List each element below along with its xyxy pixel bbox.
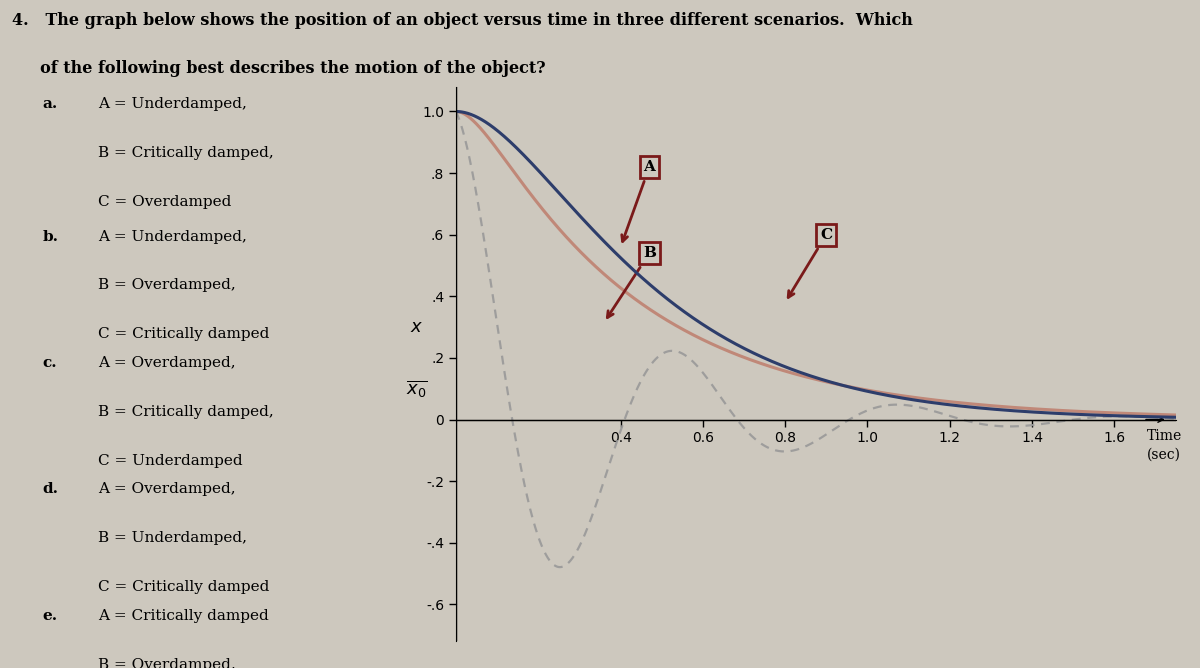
Text: C = Overdamped: C = Overdamped [98,195,232,209]
Text: 4.   The graph below shows the position of an object versus time in three differ: 4. The graph below shows the position of… [12,12,913,29]
Text: of the following best describes the motion of the object?: of the following best describes the moti… [12,60,546,77]
Text: b.: b. [42,230,59,244]
Text: e.: e. [42,609,58,623]
Text: (sec): (sec) [1147,448,1181,461]
Text: C = Critically damped: C = Critically damped [98,580,270,594]
Text: Time: Time [1147,429,1182,443]
Text: A = Overdamped,: A = Overdamped, [98,482,236,496]
Text: A = Underdamped,: A = Underdamped, [98,230,247,244]
Text: C = Critically damped: C = Critically damped [98,327,270,341]
Text: C: C [788,228,833,297]
Text: A = Underdamped,: A = Underdamped, [98,98,247,112]
Text: B: B [607,246,656,317]
Text: B = Underdamped,: B = Underdamped, [98,531,247,545]
Text: B = Critically damped,: B = Critically damped, [98,405,274,419]
Text: B = Overdamped,: B = Overdamped, [98,657,236,668]
Text: A: A [622,160,655,241]
Text: c.: c. [42,356,56,370]
Text: B = Critically damped,: B = Critically damped, [98,146,274,160]
Text: $x$: $x$ [409,319,424,336]
Text: $\overline{x_0}$: $\overline{x_0}$ [406,378,427,399]
Text: a.: a. [42,98,58,112]
Text: B = Overdamped,: B = Overdamped, [98,279,236,293]
Text: d.: d. [42,482,59,496]
Text: A = Critically damped: A = Critically damped [98,609,269,623]
Text: C = Underdamped: C = Underdamped [98,454,244,468]
Text: A = Overdamped,: A = Overdamped, [98,356,236,370]
